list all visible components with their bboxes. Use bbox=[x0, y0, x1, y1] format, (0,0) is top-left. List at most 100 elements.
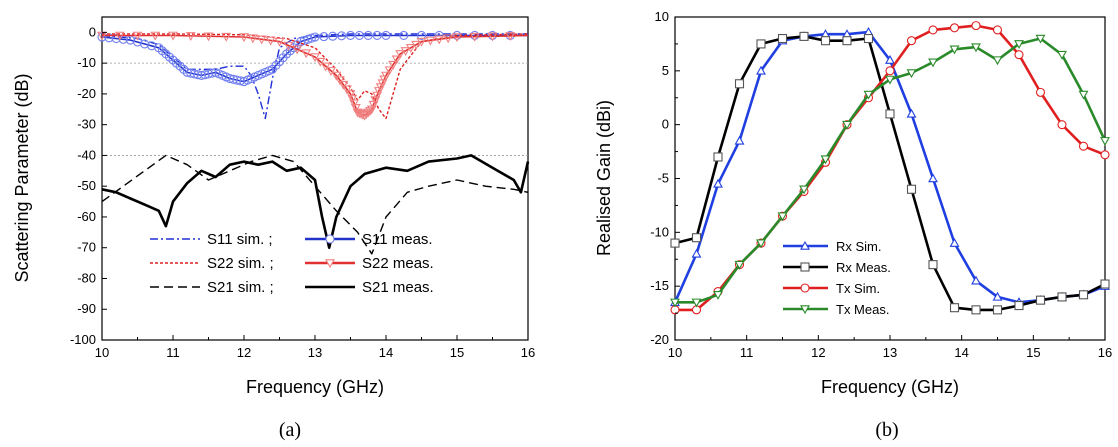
series-line-s22meas bbox=[102, 34, 529, 117]
data-point-rxsim bbox=[992, 291, 1003, 301]
x-tick-label: 15 bbox=[450, 345, 464, 360]
data-point-s22meas bbox=[334, 76, 345, 86]
data-point-s11meas bbox=[363, 30, 373, 41]
data-point-s22meas bbox=[247, 34, 258, 44]
data-point-s22meas bbox=[388, 60, 399, 70]
data-point-s22meas bbox=[469, 32, 480, 42]
data-point-s11meas bbox=[228, 74, 238, 84]
data-point-rxsim bbox=[971, 275, 981, 285]
data-point-s22meas bbox=[391, 55, 402, 65]
chart-b-xlabel: Frequency (GHz) bbox=[821, 377, 959, 397]
data-point-rxsim bbox=[928, 173, 938, 183]
legend-label-s22sim: S22 sim. ; bbox=[207, 255, 274, 272]
data-point-s11meas bbox=[235, 76, 245, 86]
data-point-s22meas bbox=[310, 53, 320, 63]
data-point-s22meas bbox=[359, 111, 370, 121]
data-point-txmeas bbox=[1078, 90, 1089, 100]
x-tick-label: 10 bbox=[668, 345, 682, 360]
chart-a-reference-lines bbox=[102, 62, 528, 156]
data-point-s11meas bbox=[203, 69, 214, 79]
series-line-s11sim bbox=[101, 33, 528, 120]
legend-label-txsim: Tx Sim. bbox=[836, 281, 880, 296]
data-point-s11meas bbox=[354, 30, 364, 41]
series-rxmeas bbox=[670, 31, 1110, 315]
data-point-rxsim bbox=[756, 65, 766, 75]
data-point-s11meas bbox=[189, 69, 199, 79]
data-point-s22meas bbox=[363, 108, 374, 118]
y-tick-label: 5 bbox=[662, 63, 669, 78]
data-point-s11meas bbox=[310, 32, 320, 42]
chart-a-xlabel: Frequency (GHz) bbox=[246, 377, 384, 397]
data-point-txsim bbox=[906, 36, 917, 46]
data-point-s22meas bbox=[342, 85, 352, 95]
y-tick-label: 10 bbox=[655, 9, 669, 24]
data-point-txmeas bbox=[756, 239, 766, 249]
legend-label-s22meas: S22 meas. bbox=[362, 255, 434, 272]
data-point-s22meas bbox=[315, 57, 326, 67]
data-point-rxmeas bbox=[713, 152, 723, 162]
data-point-txmeas bbox=[971, 43, 981, 53]
data-point-s22meas bbox=[150, 31, 161, 41]
y-tick-label: -15 bbox=[650, 278, 669, 293]
series-s21sim bbox=[101, 154, 529, 255]
chart-b-caption: (b) bbox=[875, 419, 898, 441]
chart-a-ylabel: Scattering Parameter (dB) bbox=[12, 73, 32, 282]
x-tick-label: 16 bbox=[521, 345, 535, 360]
data-point-s22meas bbox=[168, 31, 178, 41]
data-point-txmeas bbox=[820, 155, 831, 165]
x-tick-label: 11 bbox=[166, 345, 180, 360]
data-point-s22meas bbox=[349, 99, 359, 109]
data-point-txmeas bbox=[713, 291, 723, 300]
data-point-s11meas bbox=[345, 30, 356, 41]
data-point-rxmeas bbox=[928, 260, 938, 270]
data-point-s22meas bbox=[395, 50, 406, 60]
data-point-s22meas bbox=[320, 62, 331, 72]
data-point-s22meas bbox=[505, 32, 516, 41]
x-tick-label: 16 bbox=[1098, 345, 1112, 360]
x-tick-label: 12 bbox=[811, 345, 825, 360]
data-point-s22meas bbox=[265, 36, 276, 46]
data-point-rxmeas bbox=[1014, 300, 1024, 311]
data-point-txmeas bbox=[928, 58, 938, 68]
data-point-s22meas bbox=[239, 33, 249, 43]
series-s11sim bbox=[101, 33, 528, 120]
data-point-rxmeas bbox=[992, 305, 1003, 315]
y-tick-label: -40 bbox=[77, 147, 96, 162]
chart-a-legend: S11 sim. ; S11 meas. S22 sim. ; S22 meas. S2… bbox=[150, 231, 434, 296]
data-point-s11meas bbox=[193, 70, 203, 80]
data-point-txmeas bbox=[777, 212, 788, 222]
data-point-txsim bbox=[992, 25, 1003, 35]
data-point-rxsim bbox=[906, 108, 917, 118]
data-point-s22meas bbox=[331, 71, 342, 81]
data-point-s11meas bbox=[337, 31, 347, 41]
data-point-s11meas bbox=[306, 33, 317, 43]
series-line-s21sim bbox=[101, 154, 529, 255]
data-point-s22meas bbox=[384, 66, 395, 76]
y-tick-label: -30 bbox=[77, 117, 96, 132]
data-point-s22meas bbox=[361, 110, 372, 120]
data-point-s22meas bbox=[425, 36, 436, 46]
x-tick-label: 10 bbox=[95, 345, 109, 360]
legend-marker-rxmeas bbox=[800, 262, 810, 272]
chart-a-caption: (a) bbox=[279, 419, 301, 441]
x-tick-label: 14 bbox=[379, 345, 393, 360]
data-point-s22meas bbox=[256, 35, 267, 45]
data-point-txmeas bbox=[992, 56, 1003, 66]
data-point-txsim bbox=[928, 25, 938, 35]
data-point-rxsim bbox=[734, 135, 745, 145]
data-point-txsim bbox=[949, 23, 960, 33]
data-point-s22meas bbox=[381, 71, 391, 81]
chart-b-plot-frame bbox=[674, 16, 1106, 341]
x-tick-label: 11 bbox=[740, 345, 754, 360]
legend-marker-rxsim bbox=[800, 240, 810, 250]
data-point-rxmeas bbox=[949, 303, 960, 313]
data-point-rxmeas bbox=[1078, 290, 1089, 300]
data-point-s11meas bbox=[399, 30, 409, 41]
data-point-rxsim bbox=[713, 178, 723, 188]
data-point-rxsim bbox=[691, 248, 702, 258]
y-tick-label: -90 bbox=[77, 301, 96, 316]
data-point-s11meas bbox=[182, 67, 192, 77]
data-point-s22meas bbox=[350, 103, 361, 113]
legend-marker-s22meas bbox=[325, 259, 335, 269]
